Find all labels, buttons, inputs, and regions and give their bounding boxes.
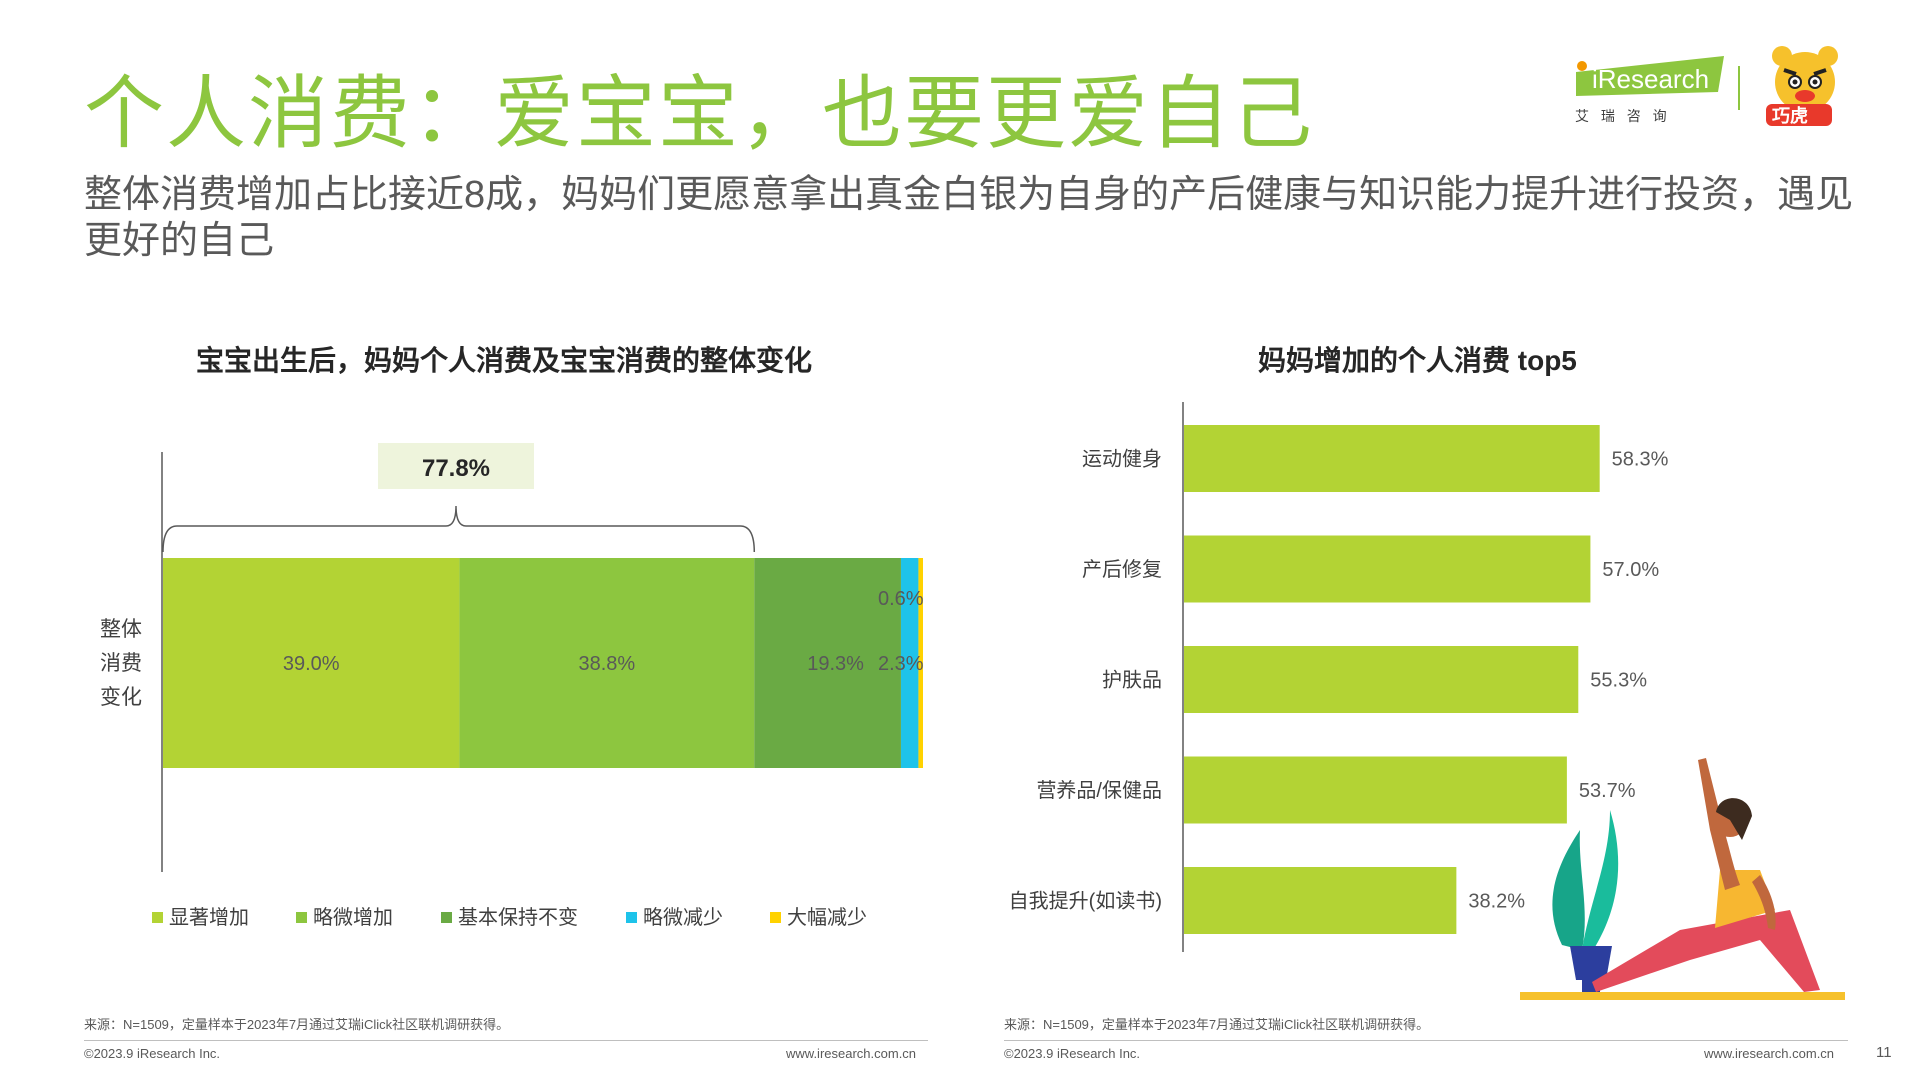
stack-data-label-4: 2.3% (878, 653, 924, 675)
stack-data-label-1: 39.0% (283, 653, 340, 675)
stack-segment-3 (754, 558, 901, 768)
iresearch-logo: iResearch (1572, 56, 1728, 137)
stack-data-label-2: 38.8% (578, 653, 635, 675)
right-site-url[interactable]: www.iresearch.com.cn (1704, 1046, 1835, 1061)
left-site-url[interactable]: www.iresearch.com.cn (786, 1046, 917, 1061)
legend-swatch-1 (152, 912, 163, 923)
bar-3 (1184, 646, 1579, 713)
bar-category-label-5: 自我提升(如读书) (1009, 890, 1162, 913)
stack-segment-2 (459, 558, 755, 768)
right-footer-rule (1004, 1040, 1848, 1041)
stack-segment-5 (918, 558, 923, 768)
category-label-line: 整体 (100, 618, 142, 641)
bar-1 (1184, 425, 1600, 492)
left-source-note: 来源：N=1509，定量样本于2023年7月通过艾瑞iClick社区联机调研获得… (84, 1017, 510, 1032)
annotation-brace (162, 505, 756, 553)
brand-name: iResearch (1592, 64, 1709, 94)
left-footer-rule (84, 1040, 928, 1041)
category-label-line: 变化 (100, 686, 142, 709)
left-copyright: ©2023.9 iResearch Inc. (84, 1046, 221, 1061)
legend-label-3: 基本保持不变 (458, 906, 578, 929)
bar-value-label-1: 58.3% (1612, 449, 1669, 471)
legend-label-5: 大幅减少 (787, 906, 867, 929)
bar-value-label-2: 57.0% (1602, 559, 1659, 581)
bar-category-label-3: 护肤品 (1102, 669, 1162, 692)
legend-swatch-4 (626, 912, 637, 923)
bar-value-label-3: 55.3% (1590, 670, 1647, 692)
legend-swatch-3 (441, 912, 452, 923)
legend-label-4: 略微减少 (643, 906, 723, 929)
bar-category-label-4: 营养品/保健品 (1036, 779, 1162, 802)
stack-data-label-3: 19.3% (807, 653, 864, 675)
stack-segment-1 (163, 558, 460, 768)
logo-divider (1738, 66, 1740, 110)
page-title: 个人消费：爱宝宝，也要更爱自己 (84, 69, 1314, 158)
bar-5 (1184, 867, 1457, 934)
legend-swatch-2 (296, 912, 307, 923)
bar-value-label-4: 53.7% (1579, 780, 1636, 802)
yoga-woman-illustration (1520, 758, 1845, 1000)
brand-tagline: 艾 瑞 咨 询 (1575, 108, 1671, 124)
page-subtitle: 整体消费增加占比接近8成，妈妈们更愿意拿出真金白银为自身的产后健康与知识能力提升… (84, 174, 1854, 262)
right-source-note: 来源：N=1509，定量样本于2023年7月通过艾瑞iClick社区联机调研获得… (1004, 1017, 1430, 1032)
bar-4 (1184, 756, 1567, 824)
left-chart-title: 宝宝出生后，妈妈个人消费及宝宝消费的整体变化 (196, 345, 813, 376)
right-copyright: ©2023.9 iResearch Inc. (1004, 1046, 1141, 1061)
legend-swatch-5 (770, 912, 781, 923)
partner-name: 巧虎 (1772, 105, 1808, 126)
bar-value-label-5: 38.2% (1468, 891, 1525, 913)
page-number: 11 (1876, 1044, 1892, 1061)
qiaohu-logo: 巧虎 (1762, 44, 1848, 135)
left-legend: 显著增加 略微增加 基本保持不变 略微减少 大幅减少 (152, 906, 867, 929)
category-label-line: 消费 (100, 652, 142, 675)
total-increase-annotation: 77.8% (162, 443, 756, 553)
annotation-box (378, 443, 534, 489)
legend-label-1: 显著增加 (169, 906, 249, 929)
bar-category-label-2: 产后修复 (1082, 558, 1162, 581)
legend-label-2: 略微增加 (313, 906, 393, 929)
right-chart-title: 妈妈增加的个人消费 top5 (1258, 345, 1577, 376)
bar-category-label-1: 运动健身 (1082, 448, 1162, 471)
annotation-label: 77.8% (422, 455, 490, 482)
bar-2 (1184, 535, 1591, 603)
stack-data-label-5: 0.6% (878, 588, 924, 610)
stack-segment-4 (900, 558, 919, 768)
